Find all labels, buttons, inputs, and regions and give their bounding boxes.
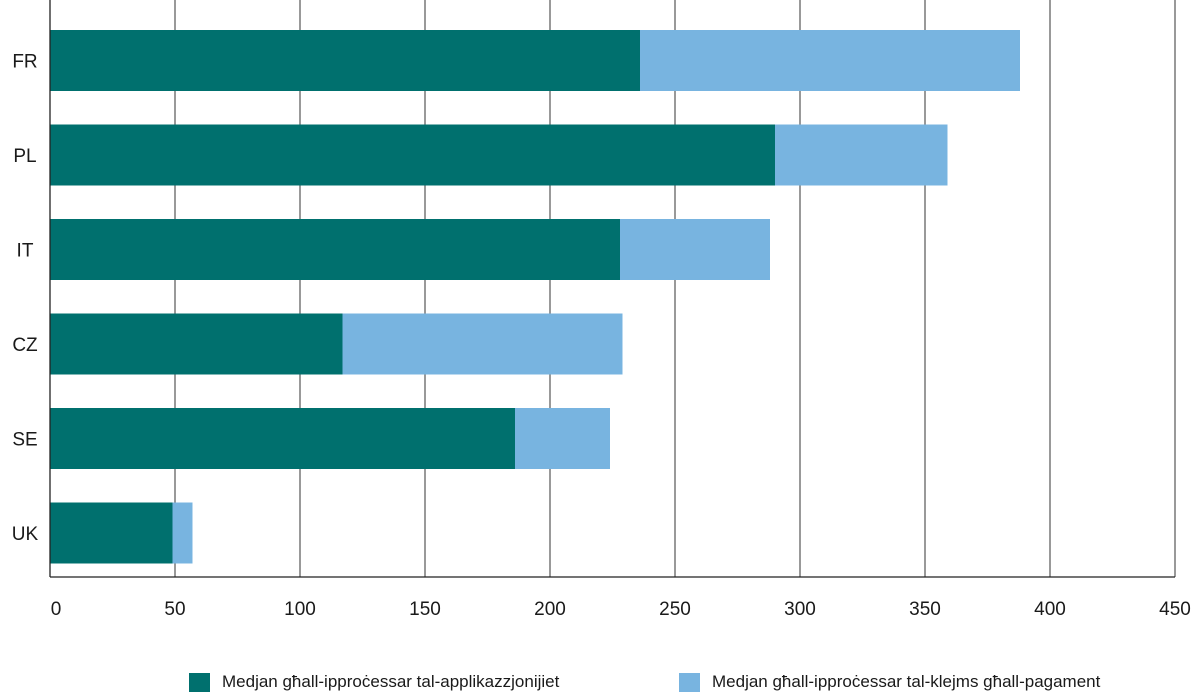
legend-label-applications: Medjan għall-ipproċessar tal-applikazzjo… bbox=[222, 672, 560, 691]
bar-fr-series-2 bbox=[640, 30, 1020, 91]
bar-it-series-1 bbox=[50, 219, 620, 280]
y-tick-label: SE bbox=[12, 430, 37, 451]
bar-it-series-2 bbox=[620, 219, 770, 280]
y-tick-label: CZ bbox=[12, 335, 38, 356]
legend-label-claims: Medjan għall-ipproċessar tal-klejms għal… bbox=[712, 672, 1101, 691]
legend-item-applications: Medjan għall-ipproċessar tal-applikazzjo… bbox=[189, 672, 559, 692]
bar-uk-series-1 bbox=[50, 502, 173, 564]
x-tick-label: 400 bbox=[1034, 599, 1066, 620]
x-tick-label: 300 bbox=[784, 599, 816, 620]
legend-item-claims: Medjan għall-ipproċessar tal-klejms għal… bbox=[679, 672, 1100, 692]
y-tick-label: UK bbox=[12, 524, 39, 545]
bars bbox=[50, 30, 1020, 564]
bar-fr-series-1 bbox=[50, 30, 640, 91]
x-tick-label: 200 bbox=[534, 599, 566, 620]
x-tick-label: 0 bbox=[51, 599, 62, 620]
bar-uk-series-2 bbox=[172, 502, 193, 564]
bar-cz-series-1 bbox=[50, 313, 343, 375]
x-tick-label: 250 bbox=[659, 599, 691, 620]
x-tick-label: 450 bbox=[1159, 599, 1191, 620]
y-tick-label: IT bbox=[17, 241, 34, 262]
x-tick-label: 100 bbox=[284, 599, 316, 620]
bar-se-series-1 bbox=[50, 408, 515, 469]
legend-swatch-applications bbox=[189, 672, 210, 692]
y-axis-labels: FR PL IT CZ SE UK bbox=[12, 52, 39, 546]
bar-pl-series-2 bbox=[775, 124, 948, 186]
y-tick-label: FR bbox=[12, 52, 37, 73]
bar-se-series-2 bbox=[515, 408, 610, 469]
bar-cz-series-2 bbox=[342, 313, 623, 375]
bar-pl-series-1 bbox=[50, 124, 775, 186]
legend-swatch-claims bbox=[679, 672, 700, 692]
x-tick-label: 150 bbox=[409, 599, 441, 620]
x-axis-labels: 0 50 100 150 200 250 300 350 400 450 bbox=[51, 599, 1191, 620]
legend: Medjan għall-ipproċessar tal-applikazzjo… bbox=[0, 672, 1197, 696]
gridlines bbox=[174, 0, 1176, 577]
axes bbox=[49, 0, 1175, 578]
y-tick-label: PL bbox=[13, 146, 36, 167]
x-tick-label: 350 bbox=[909, 599, 941, 620]
x-tick-label: 50 bbox=[164, 599, 185, 620]
